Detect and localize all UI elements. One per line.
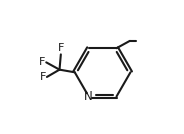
Text: F: F (58, 43, 64, 53)
Text: F: F (39, 57, 45, 67)
Text: N: N (84, 90, 93, 103)
Text: F: F (40, 72, 46, 82)
